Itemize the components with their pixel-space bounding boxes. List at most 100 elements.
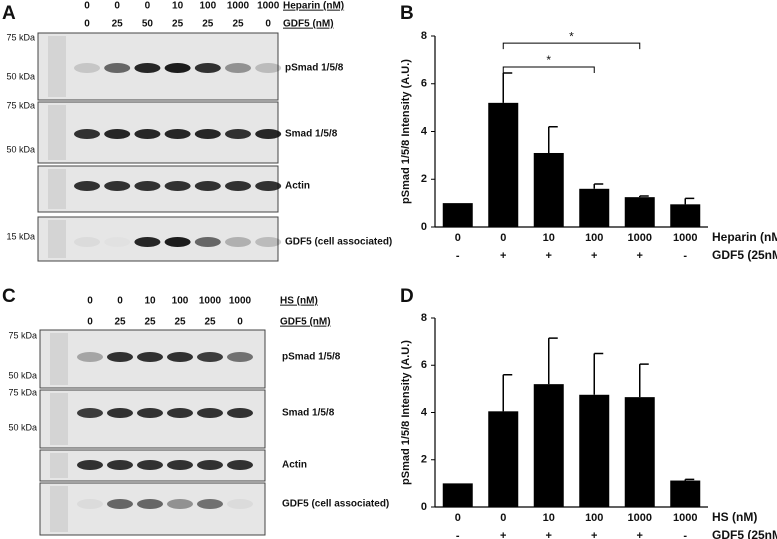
x-tick-label: 0: [455, 232, 461, 244]
bar: [442, 203, 473, 227]
condition-value: 25: [144, 317, 156, 328]
error-bar: [684, 197, 695, 205]
y-tick-label: 6: [421, 78, 427, 90]
condition-value: 25: [174, 317, 186, 328]
band: [164, 181, 191, 191]
bar: [624, 197, 655, 227]
band: [197, 460, 223, 470]
condition-value: 25: [232, 19, 244, 30]
band: [255, 181, 282, 191]
condition-value: 0: [265, 19, 271, 30]
condition-value: 0: [84, 1, 90, 12]
bar: [670, 204, 701, 227]
panel-label: B: [400, 3, 414, 24]
band: [197, 408, 223, 418]
kda-marker: 75 kDa: [8, 330, 37, 340]
bar: [624, 397, 655, 507]
panel-label: A: [2, 3, 16, 24]
ladder-lane: [50, 393, 68, 445]
x-tick-label: 0: [500, 232, 506, 244]
band: [74, 129, 100, 139]
treatment-label: -: [456, 250, 460, 262]
error-bar: [548, 337, 558, 385]
band: [77, 352, 103, 362]
kda-marker: 75 kDa: [6, 100, 35, 110]
condition-value: 0: [87, 317, 93, 328]
treatment-label: +: [546, 250, 552, 262]
band: [194, 63, 221, 73]
ladder-lane: [50, 486, 68, 532]
significance-bracket: [502, 42, 641, 50]
treatment-label: -: [683, 250, 687, 262]
significance-bracket: [502, 66, 595, 74]
condition-value: 25: [114, 317, 126, 328]
ladder-lane: [48, 169, 66, 209]
treatment-label: +: [546, 530, 552, 539]
band: [107, 408, 133, 418]
bar: [579, 188, 610, 227]
y-tick-label: 4: [421, 406, 428, 418]
condition-value: 25: [112, 19, 124, 30]
blot-label: pSmad 1/5/8: [285, 63, 344, 74]
treatment-label: +: [637, 250, 643, 262]
band: [167, 499, 193, 509]
condition-value: 0: [87, 296, 93, 307]
bar: [442, 483, 473, 507]
condition-name: Heparin (nM): [283, 1, 344, 12]
condition-name: GDF5 (nM): [283, 19, 334, 30]
blot-label: GDF5 (cell associated): [282, 499, 389, 510]
treatment-label: +: [591, 250, 597, 262]
y-tick-label: 0: [421, 501, 427, 513]
y-tick-label: 2: [421, 454, 427, 466]
band: [167, 460, 193, 470]
error-bar: [502, 373, 513, 412]
x-tick-label: 100: [585, 232, 603, 244]
x-tick-label: 10: [543, 512, 555, 524]
condition-value: 25: [204, 317, 216, 328]
error-bar: [548, 125, 558, 153]
band: [77, 499, 103, 509]
y-tick-label: 8: [421, 312, 427, 324]
kda-marker: 50 kDa: [6, 71, 35, 81]
x-tick-label: 0: [500, 512, 506, 524]
band: [164, 129, 191, 139]
bar: [533, 384, 564, 507]
x-tick-label: 10: [543, 232, 555, 244]
y-tick-label: 8: [421, 30, 427, 42]
significance-label: *: [546, 53, 551, 67]
band: [227, 460, 253, 470]
condition-value: 0: [145, 1, 151, 12]
band: [107, 499, 133, 509]
band: [164, 63, 191, 73]
condition-value: 1000: [257, 1, 280, 12]
band: [104, 237, 130, 247]
treatment-label: -: [683, 530, 687, 539]
blot-label: pSmad 1/5/8: [282, 352, 341, 363]
kda-marker: 15 kDa: [6, 231, 35, 241]
band: [227, 499, 253, 509]
category-title: HS (nM): [712, 510, 757, 524]
condition-value: 25: [172, 19, 184, 30]
y-tick-label: 4: [421, 125, 428, 137]
band: [197, 499, 223, 509]
bar: [670, 480, 701, 507]
y-tick-label: 6: [421, 359, 427, 371]
y-tick-label: 2: [421, 173, 427, 185]
band: [225, 63, 251, 73]
ladder-lane: [48, 36, 66, 97]
blot-label: Smad 1/5/8: [282, 408, 335, 419]
x-tick-label: 1000: [673, 512, 697, 524]
blot-box: [39, 482, 266, 536]
condition-value: 25: [202, 19, 214, 30]
bar: [579, 394, 610, 507]
kda-marker: 75 kDa: [6, 32, 35, 42]
band: [137, 352, 163, 362]
ladder-lane: [50, 333, 68, 385]
band: [104, 63, 131, 73]
band: [77, 408, 103, 418]
band: [134, 181, 161, 191]
blot-label: Smad 1/5/8: [285, 129, 338, 140]
significance-label: *: [569, 29, 574, 43]
treatment-label: +: [591, 530, 597, 539]
